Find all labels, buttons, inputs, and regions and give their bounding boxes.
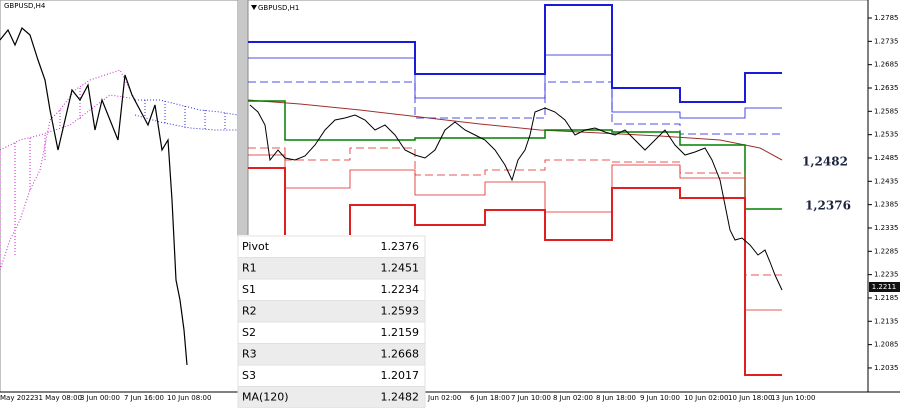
time-label: 8 Jun 18:00 [596, 394, 636, 402]
pane-splitter [238, 0, 248, 408]
level-value: 1.2159 [381, 326, 420, 339]
price-label: 1.2785 [874, 14, 899, 22]
level-value: 1.2451 [381, 262, 420, 275]
price-label: 1.2685 [874, 61, 899, 69]
current-price: 1.2211 [872, 283, 897, 291]
right-chart-title: GBPUSD,H1 [258, 4, 299, 12]
left-price-line [0, 26, 188, 366]
level-name: R1 [242, 262, 257, 275]
level-value: 1.2593 [381, 305, 420, 318]
price-label: 1.2235 [874, 271, 899, 279]
time-label: 10 Jun 08:00 [167, 394, 211, 402]
level-value: 1.2376 [381, 240, 420, 253]
level-annotation: 1,2376 [805, 199, 851, 213]
price-label: 1.2535 [874, 131, 899, 139]
time-label: 7 Jun 10:00 [511, 394, 551, 402]
right-price-line [249, 104, 783, 291]
price-label: 1.2385 [874, 201, 899, 209]
price-label: 1.2085 [874, 341, 899, 349]
price-label: 1.2285 [874, 247, 899, 255]
level-name: S2 [242, 326, 256, 339]
left-chart-title: GBPUSD,H4 [4, 2, 46, 10]
level-value: 1.2017 [381, 369, 420, 382]
level-annotation: 1,2482 [802, 155, 848, 169]
time-label: 7 Jun 16:00 [124, 394, 164, 402]
title-arrow [251, 5, 257, 10]
price-label: 1.2335 [874, 224, 899, 232]
price-label: 1.2485 [874, 154, 899, 162]
time-label: 8 Jun 02:00 [553, 394, 593, 402]
level-value: 1.2482 [381, 391, 420, 404]
price-label: 1.2735 [874, 37, 899, 45]
time-label: 10 Jun 18:00 [728, 394, 772, 402]
level-name: S1 [242, 283, 256, 296]
time-label: 31 May 08:00 [34, 394, 82, 402]
level-name: R2 [242, 305, 257, 318]
price-label: 1.2435 [874, 177, 899, 185]
ichimoku-cloud [0, 69, 239, 271]
left-pane [0, 0, 239, 393]
time-label: 3 Jun 00:00 [80, 394, 120, 402]
price-label: 1.2585 [874, 107, 899, 115]
price-label: 1.2185 [874, 294, 899, 302]
time-label: Jun 02:00 [427, 394, 461, 402]
ma-line [247, 99, 783, 161]
level-name: S3 [242, 369, 256, 382]
level-value: 1.2234 [381, 283, 420, 296]
level-name: MA(120) [242, 391, 289, 404]
level-name: Pivot [242, 240, 270, 253]
price-label: 1.2035 [874, 364, 899, 372]
pivot-levels [248, 4, 782, 376]
level-value: 1.2668 [381, 348, 420, 361]
time-label: 13 Jun 10:00 [771, 394, 815, 402]
time-label: 10 Jun 02:00 [684, 394, 728, 402]
time-label: May 2022 [0, 394, 35, 402]
time-label: 9 Jun 10:00 [640, 394, 680, 402]
current-price-box [869, 282, 900, 292]
price-label: 1.2635 [874, 84, 899, 92]
time-label: 6 Jun 18:00 [470, 394, 510, 402]
level-name: R3 [242, 348, 257, 361]
price-label: 1.2135 [874, 317, 899, 325]
